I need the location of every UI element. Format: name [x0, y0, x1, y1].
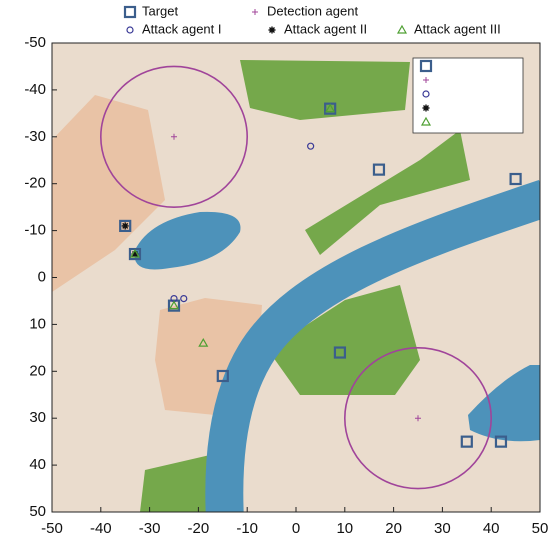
y-tick-label: 30: [29, 409, 46, 426]
y-tick-label: 10: [29, 315, 46, 332]
x-tick-label: -50: [41, 520, 63, 537]
y-tick-label: 0: [38, 268, 46, 285]
legend-label: Attack agent III: [414, 21, 501, 36]
x-tick-label: 50: [532, 520, 549, 537]
y-tick-label: 40: [29, 456, 46, 473]
x-tick-label: -10: [236, 520, 258, 537]
x-tick-label: 20: [385, 520, 402, 537]
x-tick-label: 30: [434, 520, 451, 537]
x-tick-label: -20: [188, 520, 210, 537]
x-tick-label: 0: [292, 520, 300, 537]
legend-label: Attack agent II: [284, 21, 367, 36]
x-tick-label: -30: [139, 520, 161, 537]
y-tick-label: -20: [24, 175, 46, 192]
x-tick-label: 40: [483, 520, 500, 537]
chart: -50-40-30-20-1001020304050-50-40-30-20-1…: [0, 0, 557, 541]
x-tick-label: -40: [90, 520, 112, 537]
legend-marker: [269, 27, 276, 34]
x-tick-label: 10: [336, 520, 353, 537]
inner-legend-marker: [423, 105, 430, 112]
y-tick-label: -50: [24, 34, 46, 51]
legend-marker: [398, 26, 406, 33]
inner-legend-box: [413, 58, 523, 133]
legend-label: Target: [142, 3, 179, 18]
y-tick-label: -30: [24, 128, 46, 145]
y-tick-label: 20: [29, 362, 46, 379]
legend-marker: [252, 9, 258, 15]
y-tick-label: -10: [24, 222, 46, 239]
legend-marker: [127, 27, 133, 33]
y-tick-label: 50: [29, 503, 46, 520]
legend-marker: [125, 7, 135, 17]
legend-label: Detection agent: [267, 3, 358, 18]
y-tick-label: -40: [24, 81, 46, 98]
legend-label: Attack agent I: [142, 21, 222, 36]
point: [122, 222, 129, 229]
